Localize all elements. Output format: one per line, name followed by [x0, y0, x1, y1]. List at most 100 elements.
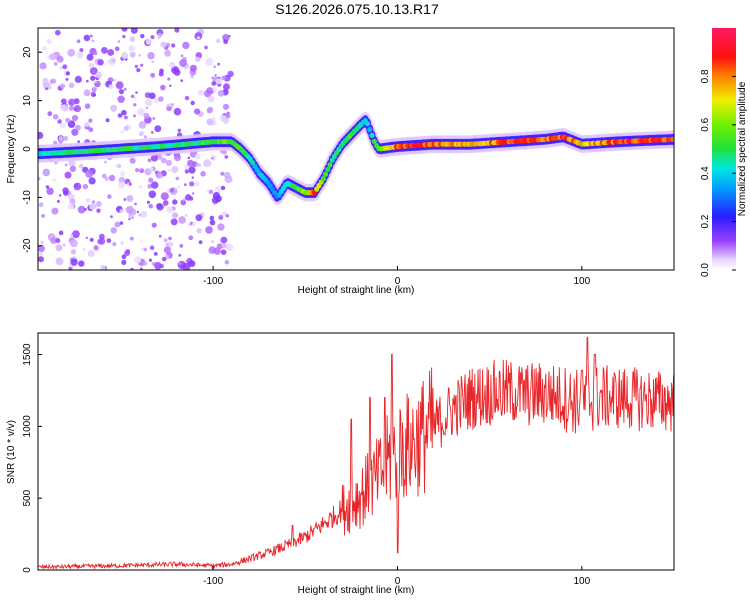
- noise-speck: [174, 28, 180, 33]
- noise-speck: [188, 235, 194, 241]
- noise-speck: [206, 190, 210, 193]
- noise-speck: [183, 183, 187, 187]
- noise-speck: [118, 89, 124, 95]
- colorbar-tick-label: 0.2: [700, 214, 711, 228]
- noise-speck: [79, 48, 84, 53]
- noise-speck: [38, 131, 44, 139]
- noise-speck: [68, 98, 76, 106]
- noise-speck: [74, 75, 82, 83]
- noise-speck: [58, 136, 64, 141]
- snr-x-label: Height of straight line (km): [298, 585, 415, 596]
- noise-speck: [178, 253, 182, 257]
- noise-speck: [46, 187, 54, 195]
- noise-speck: [151, 181, 159, 189]
- spectrogram-x-tick-label: 100: [573, 276, 590, 287]
- noise-speck: [152, 117, 156, 120]
- noise-speck: [140, 211, 148, 218]
- spectrogram-y-ticks: -20 -10 0 10 20: [22, 46, 42, 253]
- noise-speck: [38, 177, 41, 181]
- noise-speck: [150, 72, 156, 78]
- noise-speck: [162, 256, 167, 262]
- noise-speck: [101, 47, 108, 54]
- noise-speck: [94, 246, 98, 250]
- ridge-core: [365, 121, 371, 127]
- noise-speck: [120, 130, 124, 134]
- noise-speck: [60, 104, 69, 112]
- noise-speck: [145, 98, 153, 107]
- noise-speck: [85, 198, 91, 203]
- noise-speck: [175, 176, 180, 181]
- noise-speck: [130, 28, 138, 34]
- noise-speck: [171, 166, 179, 174]
- noise-speck: [218, 215, 224, 220]
- noise-speck: [129, 182, 132, 186]
- noise-speck: [55, 244, 63, 252]
- noise-speck: [182, 198, 186, 202]
- snr-series-line: [37, 336, 674, 571]
- noise-speck: [143, 247, 147, 252]
- noise-speck: [101, 173, 107, 179]
- noise-speck: [69, 198, 76, 205]
- noise-speck: [222, 149, 227, 155]
- spectrogram-y-label: Frequency (Hz): [6, 115, 17, 184]
- noise-speck: [147, 52, 155, 60]
- noise-speck: [65, 117, 71, 123]
- noise-speck: [153, 252, 158, 256]
- noise-speck: [67, 120, 76, 128]
- noise-speck: [83, 208, 87, 211]
- noise-speck: [190, 100, 195, 106]
- noise-speck: [192, 222, 196, 226]
- noise-speck: [178, 262, 182, 265]
- noise-speck: [58, 230, 64, 236]
- noise-speck: [191, 176, 194, 179]
- noise-speck: [123, 125, 129, 131]
- noise-speck: [151, 60, 154, 64]
- noise-speck: [179, 59, 188, 68]
- noise-speck: [177, 185, 180, 189]
- noise-speck: [65, 71, 70, 76]
- noise-speck: [150, 131, 154, 134]
- noise-speck: [134, 64, 138, 68]
- noise-speck: [46, 38, 52, 44]
- noise-speck: [41, 214, 45, 218]
- noise-speck: [90, 92, 96, 97]
- noise-speck: [70, 239, 78, 248]
- noise-speck: [45, 87, 48, 90]
- snr-y-tick-label: 0: [22, 567, 33, 573]
- noise-speck: [184, 214, 188, 217]
- noise-speck: [154, 262, 162, 270]
- noise-speck: [38, 202, 44, 207]
- noise-speck: [143, 261, 148, 266]
- noise-speck: [69, 105, 74, 111]
- noise-speck: [71, 115, 79, 122]
- noise-speck: [205, 57, 214, 66]
- noise-speck: [129, 51, 136, 58]
- noise-speck: [39, 62, 47, 70]
- noise-speck: [110, 104, 118, 112]
- noise-speck: [160, 157, 167, 164]
- noise-speck: [130, 94, 135, 99]
- noise-speck: [173, 69, 181, 76]
- noise-speck: [56, 199, 60, 203]
- noise-speck: [221, 75, 227, 81]
- noise-speck: [105, 118, 110, 123]
- spectrogram-y-tick-label: -20: [22, 238, 33, 253]
- noise-speck: [129, 157, 136, 164]
- noise-speck: [131, 216, 134, 219]
- noise-speck: [63, 136, 69, 141]
- snr-y-label: SNR (10 * v/v): [6, 420, 17, 484]
- noise-speck: [89, 203, 96, 210]
- noise-speck: [187, 223, 191, 227]
- noise-speck: [47, 85, 52, 90]
- noise-speck: [68, 159, 76, 167]
- colorbar-tick-label: 0.4: [700, 166, 711, 180]
- noise-speck: [96, 208, 101, 213]
- noise-speck: [88, 127, 94, 132]
- noise-speck: [148, 258, 152, 262]
- noise-speck: [145, 38, 152, 45]
- spectrogram-x-label: Height of straight line (km): [298, 285, 415, 296]
- noise-speck: [209, 219, 216, 226]
- noise-speck: [124, 250, 131, 256]
- noise-speck: [148, 177, 154, 183]
- noise-speck: [138, 185, 143, 189]
